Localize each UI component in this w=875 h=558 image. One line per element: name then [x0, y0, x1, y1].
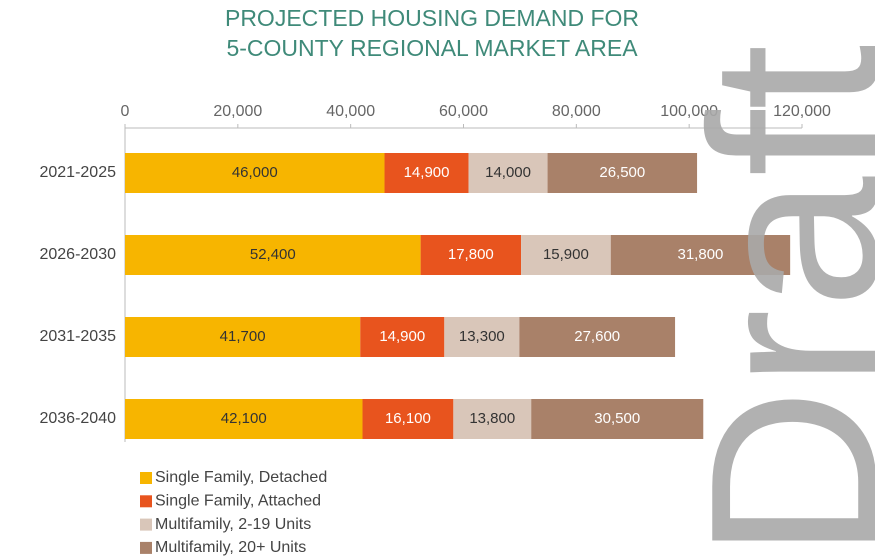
bar-segment: [521, 235, 611, 275]
bar-segment: [420, 235, 522, 275]
legend-swatch: [140, 495, 152, 508]
legend-label: Multifamily, 2-19 Units: [155, 516, 311, 533]
x-tick-label: 120,000: [773, 103, 831, 120]
bar-segment: [610, 235, 791, 275]
data-label: 14,900: [404, 164, 450, 181]
bar-segment: [468, 153, 548, 193]
bar-segment: [531, 399, 704, 439]
bar-segment: [125, 317, 361, 357]
y-tick-label: 2021-2025: [39, 164, 116, 181]
legend-swatch: [140, 472, 152, 484]
legend-swatch: [140, 541, 152, 554]
bar-segment: [125, 399, 363, 439]
data-label: 30,500: [594, 410, 640, 427]
data-label: 41,700: [220, 328, 266, 345]
data-label: 13,800: [469, 410, 515, 427]
data-label: 31,800: [678, 246, 724, 263]
bar-segment: [125, 153, 385, 193]
bar-segment: [360, 317, 445, 357]
bar-segment: [519, 317, 676, 357]
legend-label: Single Family, Attached: [155, 493, 321, 510]
data-label: 14,000: [485, 164, 531, 181]
data-label: 16,100: [385, 410, 431, 427]
data-label: 14,900: [379, 328, 425, 345]
y-tick-label: 2031-2035: [39, 328, 116, 345]
x-tick-label: 0: [121, 103, 130, 120]
data-label: 13,300: [459, 328, 505, 345]
bar-segment: [125, 235, 421, 275]
x-tick-label: 60,000: [439, 103, 488, 120]
data-label: 26,500: [599, 164, 645, 181]
x-tick-label: 20,000: [213, 103, 262, 120]
data-label: 27,600: [574, 328, 620, 345]
x-tick-label: 40,000: [326, 103, 375, 120]
data-label: 46,000: [232, 164, 278, 181]
y-tick-label: 2036-2040: [39, 410, 116, 427]
data-label: 15,900: [543, 246, 589, 263]
legend-label: Single Family, Detached: [155, 469, 327, 486]
x-tick-label: 100,000: [660, 103, 718, 120]
x-tick-label: 80,000: [552, 103, 601, 120]
bar-segment: [444, 317, 520, 357]
data-label: 42,100: [221, 410, 267, 427]
bar-segment: [453, 399, 532, 439]
bar-segment: [362, 399, 454, 439]
legend-label: Multifamily, 20+ Units: [155, 539, 306, 556]
chart-title: 5-COUNTY REGIONAL MARKET AREA: [226, 35, 638, 61]
watermark: Draft: [662, 44, 875, 558]
data-label: 52,400: [250, 246, 296, 263]
y-tick-label: 2026-2030: [39, 246, 116, 263]
data-label: 17,800: [448, 246, 494, 263]
bar-segment: [384, 153, 469, 193]
chart-title: PROJECTED HOUSING DEMAND FOR: [225, 5, 639, 31]
bar-segment: [547, 153, 698, 193]
legend-swatch: [140, 518, 152, 531]
